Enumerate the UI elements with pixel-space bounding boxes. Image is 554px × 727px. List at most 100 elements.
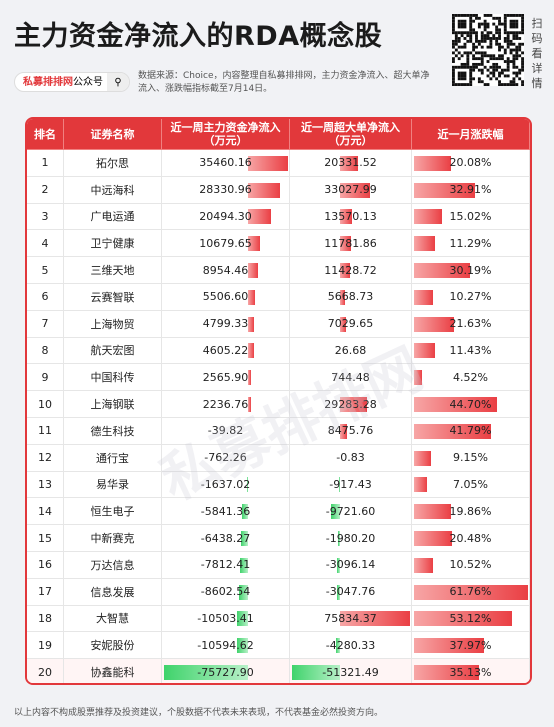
qr-module: [463, 19, 467, 23]
qr-module: [483, 83, 487, 86]
cell-text: 16: [38, 558, 52, 572]
table-cell: 29283.28: [290, 391, 412, 418]
brand-pill[interactable]: 私募排排网公众号 ⚲: [14, 72, 130, 92]
qr-module: [460, 31, 464, 35]
data-bar: [248, 209, 272, 225]
qr-module: [469, 39, 473, 43]
table-cell: 大智慧: [64, 605, 162, 633]
qr-module: [498, 57, 501, 61]
table-cell: 61.76%: [412, 578, 530, 606]
qr-module: [477, 62, 481, 66]
cell-text: 10: [38, 397, 52, 411]
qr-module: [521, 42, 524, 46]
cell-text: 中新赛克: [90, 532, 135, 546]
table-cell: 1: [27, 150, 64, 177]
data-bar: [414, 316, 454, 332]
qr-module: [515, 51, 519, 55]
qr-caption: 扫码看详情: [531, 17, 543, 90]
cell-text: -75727.90: [197, 665, 254, 679]
cell-text: 中远海科: [90, 183, 135, 197]
qr-module: [452, 83, 455, 86]
table-cell: -10594.62: [162, 632, 290, 660]
qr-module: [457, 74, 461, 78]
search-icon[interactable]: ⚲: [107, 73, 129, 91]
qr-module: [512, 22, 516, 26]
qr-module: [518, 37, 522, 40]
qr-module: [472, 19, 476, 23]
qr-module: [515, 65, 519, 69]
data-bar: [414, 182, 475, 198]
qr-module: [512, 34, 516, 38]
qr-module: [452, 45, 455, 49]
qr-module: [489, 77, 493, 81]
cell-text: 11.43%: [449, 343, 492, 357]
table-cell: 37.97%: [412, 632, 530, 660]
qr-module: [483, 14, 487, 17]
qr-module: [472, 45, 476, 49]
table-cell: 2: [27, 176, 64, 204]
data-bar: [339, 611, 410, 627]
cell-text: 19.86%: [449, 504, 492, 518]
qr-module: [489, 14, 493, 17]
qr-module: [515, 22, 519, 26]
cell-text: 29283.28: [324, 397, 377, 411]
qr-module: [503, 68, 507, 72]
table-cell: 三维天地: [64, 257, 162, 284]
qr-module: [515, 57, 519, 61]
qr-module: [475, 37, 478, 40]
qr-module: [480, 54, 484, 58]
qr-module: [512, 37, 516, 40]
data-bar: [339, 155, 359, 171]
table-cell: 2565.90: [162, 364, 290, 392]
table-cell: 10: [27, 391, 64, 418]
table-cell: 5668.73: [290, 284, 412, 311]
table-cell: 20.48%: [412, 525, 530, 552]
qr-module: [452, 28, 455, 32]
qr-module: [463, 37, 467, 40]
qr-module: [503, 16, 507, 20]
qr-module: [506, 14, 510, 17]
cell-text: 协鑫能科: [90, 666, 135, 680]
qr-module: [469, 22, 473, 26]
cell-text: 恒生电子: [90, 505, 135, 519]
qr-module: [495, 77, 499, 81]
table-cell: -4280.33: [290, 632, 412, 660]
qr-module: [454, 34, 458, 38]
table-cell: 卫宁健康: [64, 230, 162, 258]
table-cell: 4.52%: [412, 364, 530, 392]
cell-text: 15: [38, 531, 52, 545]
qr-module: [515, 34, 519, 38]
qr-module: [486, 34, 490, 38]
table-cell: 32.91%: [412, 176, 530, 204]
table-cell: 30.19%: [412, 257, 530, 284]
data-bar: [238, 584, 249, 600]
table-cell: 744.48: [290, 364, 412, 392]
cell-text: 7.05%: [453, 477, 488, 491]
cell-text: 10.52%: [449, 558, 492, 572]
cell-text: 18: [38, 611, 52, 625]
column-header: 近一周主力资金净流入 （万元）: [162, 119, 290, 150]
data-bar: [248, 316, 254, 332]
table-cell: -762.26: [162, 444, 290, 472]
qr-module: [498, 80, 501, 84]
qr-module: [512, 19, 516, 23]
qr-module: [477, 57, 481, 61]
qr-module: [492, 57, 496, 61]
qr-module: [483, 34, 487, 38]
qr-module: [460, 22, 464, 26]
data-bar: [414, 343, 436, 359]
qr-module: [469, 14, 473, 17]
qr-module: [460, 54, 464, 58]
cell-text: 37.97%: [449, 638, 492, 652]
qr-module: [515, 45, 519, 49]
qr-module: [495, 37, 499, 40]
qr-module: [477, 68, 481, 72]
cell-text: 44.70%: [449, 397, 492, 411]
table-cell: 德生科技: [64, 418, 162, 445]
table-cell: 16: [27, 552, 64, 579]
qr-module: [480, 60, 484, 63]
cell-text: -0.83: [336, 451, 365, 465]
qr-module: [495, 39, 499, 43]
qr-module: [495, 68, 499, 72]
table-cell: -51321.49: [290, 659, 412, 683]
